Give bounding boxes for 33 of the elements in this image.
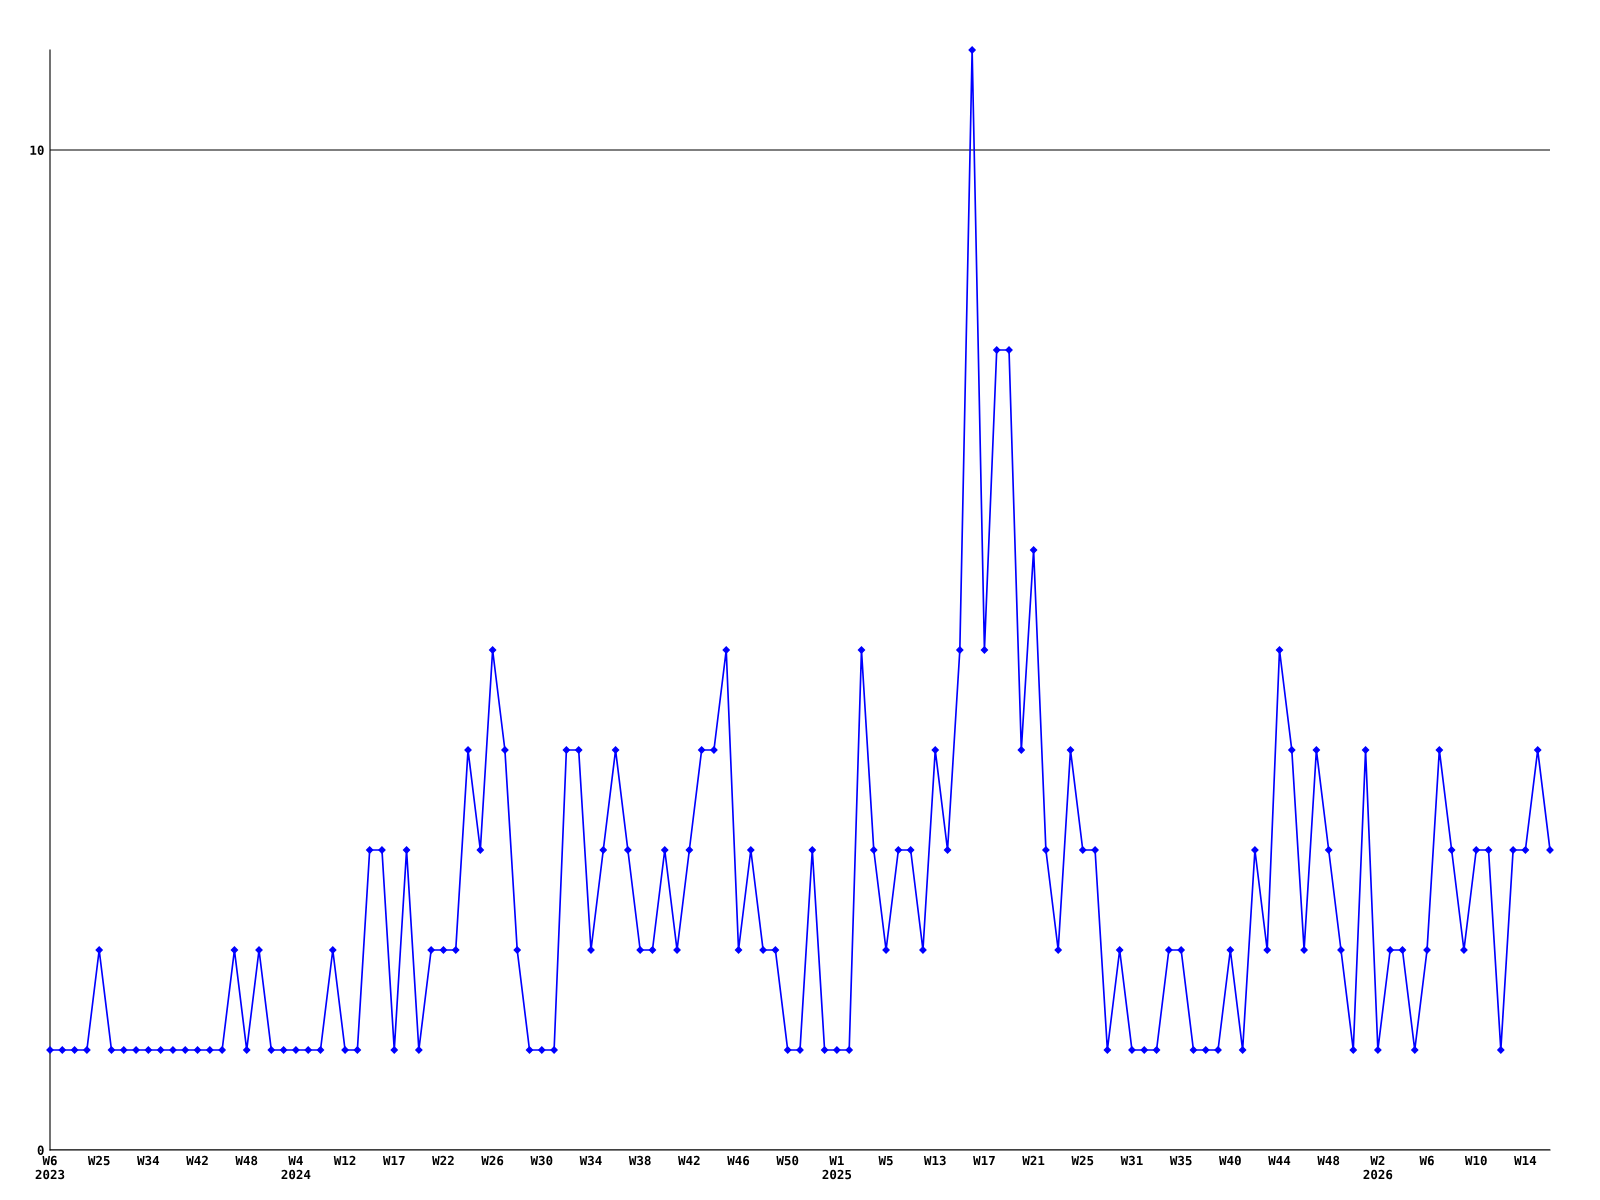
x-tick-label: W13: [923, 1155, 946, 1166]
x-tick-label: W31: [1120, 1155, 1143, 1166]
x-tick-label: W6 2023: [35, 1155, 65, 1180]
x-tick-label: W1 2025: [822, 1155, 852, 1180]
y-tick-label: 0: [37, 1145, 44, 1155]
x-tick-label: W48: [235, 1155, 258, 1166]
x-tick-label: W10: [1464, 1155, 1487, 1166]
x-tick-label: W6: [1419, 1155, 1434, 1166]
x-tick-label: W30: [530, 1155, 553, 1166]
x-tick-label: W48: [1317, 1155, 1340, 1166]
x-tick-label: W34: [579, 1155, 602, 1166]
x-tick-label: W22: [432, 1155, 454, 1166]
x-tick-label: W42: [678, 1155, 700, 1166]
x-tick-label: W38: [628, 1155, 651, 1166]
x-tick-label: W26: [481, 1155, 504, 1166]
x-tick-label: W17: [973, 1155, 995, 1166]
x-tick-label: W25: [1071, 1155, 1094, 1166]
x-tick-label: W21: [1022, 1155, 1045, 1166]
x-tick-label: W12: [333, 1155, 356, 1166]
x-tick-label: W44: [1268, 1155, 1291, 1166]
x-tick-label: W34: [137, 1155, 160, 1166]
x-tick-label: W46: [727, 1155, 750, 1166]
x-tick-label: W2 2026: [1363, 1155, 1393, 1180]
y-tick-label: 10: [30, 145, 44, 155]
x-tick-label: W17: [382, 1155, 405, 1166]
x-tick-label: W50: [776, 1155, 799, 1166]
x-tick-label: W4 2024: [281, 1155, 311, 1180]
x-tick-label: W42: [186, 1155, 208, 1166]
x-tick-label: W14: [1514, 1155, 1537, 1166]
x-tick-label: W40: [1219, 1155, 1241, 1166]
x-tick-label: W35: [1169, 1155, 1192, 1166]
x-tick-label: W25: [87, 1155, 110, 1166]
x-tick-label: W5: [878, 1155, 893, 1166]
